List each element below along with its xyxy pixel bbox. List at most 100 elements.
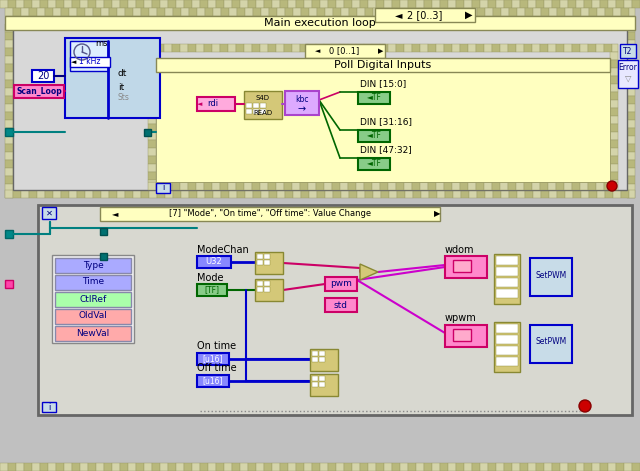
Bar [204, 182, 212, 190]
Bar [29, 190, 37, 198]
Bar [341, 190, 349, 198]
Text: ◄TF: ◄TF [367, 160, 381, 169]
Bar [196, 182, 204, 190]
Bar [368, 463, 376, 471]
Bar [56, 0, 64, 8]
Bar [45, 190, 53, 198]
Bar [88, 463, 96, 471]
Bar [292, 44, 300, 52]
Bar [38, 221, 50, 229]
Bar [0, 0, 8, 8]
Bar [320, 463, 328, 471]
Bar [618, 60, 638, 88]
Bar [373, 8, 381, 16]
Bar [80, 0, 88, 8]
Bar [305, 44, 385, 58]
Bar [560, 0, 568, 8]
Bar [21, 8, 29, 16]
Bar [277, 190, 285, 198]
Bar [540, 182, 548, 190]
Bar [444, 44, 452, 52]
Bar [509, 8, 517, 16]
Bar [413, 8, 421, 16]
Bar [572, 44, 580, 52]
Bar [336, 463, 344, 471]
Bar [428, 182, 436, 190]
Bar [310, 374, 338, 396]
Circle shape [579, 400, 591, 412]
Bar [472, 463, 480, 471]
Bar [260, 109, 266, 114]
Bar [469, 8, 477, 16]
Bar [412, 182, 420, 190]
Bar [176, 463, 184, 471]
Text: it: it [118, 82, 124, 91]
Bar [5, 40, 13, 48]
Bar [592, 0, 600, 8]
Bar [312, 382, 318, 387]
Bar [380, 182, 388, 190]
Bar [268, 182, 276, 190]
Bar [32, 70, 54, 82]
Bar [240, 0, 248, 8]
Bar [277, 8, 285, 16]
Bar [128, 463, 136, 471]
Bar [627, 128, 635, 136]
Bar [148, 100, 156, 108]
Bar [320, 0, 328, 8]
Text: ◄: ◄ [395, 10, 403, 20]
Bar [101, 190, 109, 198]
Bar [589, 8, 597, 16]
Bar [148, 172, 156, 180]
Text: rdi: rdi [207, 99, 218, 108]
Bar [192, 463, 200, 471]
Bar [14, 85, 64, 98]
Bar [112, 0, 120, 8]
Bar [536, 0, 544, 8]
Bar [148, 124, 156, 132]
Bar [464, 463, 472, 471]
Bar [276, 44, 284, 52]
Bar [444, 182, 452, 190]
Circle shape [607, 181, 617, 191]
Bar [432, 0, 440, 8]
Bar [496, 267, 518, 276]
Bar [581, 8, 589, 16]
Bar [117, 190, 125, 198]
Bar [485, 8, 493, 16]
Bar [128, 0, 136, 8]
Text: On time: On time [197, 341, 236, 351]
Bar [197, 256, 231, 268]
Bar [228, 44, 236, 52]
Bar [280, 463, 288, 471]
Bar [236, 182, 244, 190]
Bar [45, 8, 53, 16]
Bar [612, 44, 618, 52]
Bar [264, 281, 270, 286]
Bar [197, 97, 235, 111]
Bar [613, 190, 621, 198]
Bar [16, 0, 24, 8]
Bar [38, 245, 50, 253]
Bar [325, 190, 333, 198]
Bar [38, 301, 50, 309]
Bar [319, 351, 325, 356]
Bar [285, 91, 319, 115]
Bar [376, 463, 384, 471]
Bar [133, 8, 141, 16]
Bar [437, 190, 445, 198]
Bar [627, 40, 635, 48]
Bar [42, 207, 56, 219]
Bar [104, 0, 112, 8]
Bar [38, 293, 50, 301]
Bar [38, 365, 50, 373]
Bar [496, 463, 504, 471]
Bar [424, 0, 432, 8]
Bar [264, 260, 270, 265]
Text: ✕: ✕ [45, 209, 52, 218]
Bar [55, 309, 131, 324]
Bar [610, 100, 618, 108]
Bar [600, 463, 608, 471]
Bar [352, 0, 360, 8]
Bar [627, 88, 635, 96]
